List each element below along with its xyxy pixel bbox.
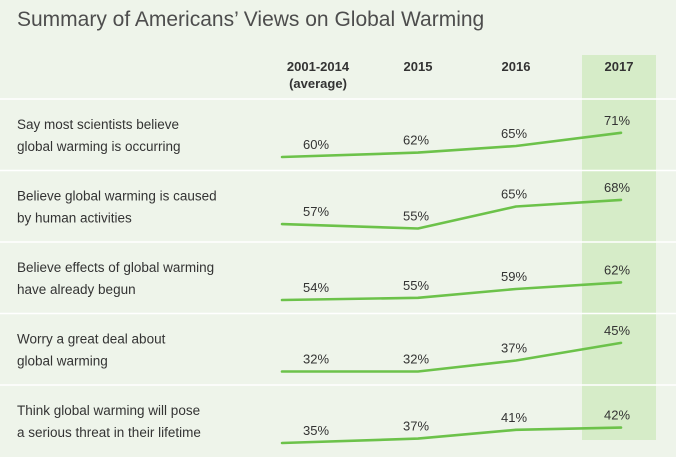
highlight-column-2017: [582, 55, 656, 440]
data-label: 65%: [501, 126, 527, 141]
series-line: [280, 198, 623, 230]
row-label: Worry a great deal about: [17, 332, 166, 347]
row-label: have already begun: [17, 282, 136, 297]
chart-title: Summary of Americans’ Views on Global Wa…: [17, 8, 485, 31]
row-label: Believe effects of global warming: [17, 260, 214, 275]
series-line: [280, 341, 623, 373]
chart-row-4: Think global warming will pose a serious …: [17, 403, 630, 445]
chart-row-3: Worry a great deal about global warming 32…: [17, 323, 630, 373]
column-headers: 2001-2014 (average) 2015 2016 2017: [287, 59, 634, 91]
row-label: by human activities: [17, 211, 132, 226]
data-label: 41%: [501, 410, 527, 425]
data-label: 62%: [604, 262, 630, 277]
data-label: 35%: [303, 423, 329, 438]
data-label: 60%: [303, 137, 329, 152]
series-line: [280, 426, 623, 445]
row-label: Believe global warming is caused: [17, 189, 217, 204]
data-label: 62%: [403, 133, 429, 148]
column-header-0-sub: (average): [289, 76, 347, 91]
row-label: Think global warming will pose: [17, 403, 200, 418]
chart-row-2: Believe effects of global warming have al…: [17, 260, 630, 302]
data-label: 55%: [403, 209, 429, 224]
data-label: 32%: [303, 352, 329, 367]
chart-row-0: Say most scientists believe global warmin…: [17, 113, 630, 159]
data-label: 71%: [604, 113, 630, 128]
series-line: [280, 281, 623, 302]
chart-row-1: Believe global warming is caused by human…: [17, 180, 630, 230]
row-dividers: [0, 98, 676, 386]
data-label: 68%: [604, 180, 630, 195]
data-label: 37%: [501, 341, 527, 356]
data-label: 42%: [604, 408, 630, 423]
series-line: [280, 131, 623, 159]
data-label: 55%: [403, 278, 429, 293]
chart-rows: Say most scientists believe global warmin…: [17, 113, 630, 445]
data-label: 32%: [403, 352, 429, 367]
column-header-1: 2015: [404, 59, 433, 74]
row-label: a serious threat in their lifetime: [17, 425, 201, 440]
data-label: 57%: [303, 204, 329, 219]
row-label: Say most scientists believe: [17, 117, 179, 132]
data-label: 59%: [501, 269, 527, 284]
data-label: 54%: [303, 280, 329, 295]
row-label: global warming is occurring: [17, 139, 181, 154]
column-header-0: 2001-2014: [287, 59, 350, 74]
data-label: 45%: [604, 323, 630, 338]
data-label: 37%: [403, 419, 429, 434]
row-label: global warming: [17, 354, 108, 369]
data-label: 65%: [501, 187, 527, 202]
column-header-3: 2017: [605, 59, 634, 74]
column-header-2: 2016: [502, 59, 531, 74]
